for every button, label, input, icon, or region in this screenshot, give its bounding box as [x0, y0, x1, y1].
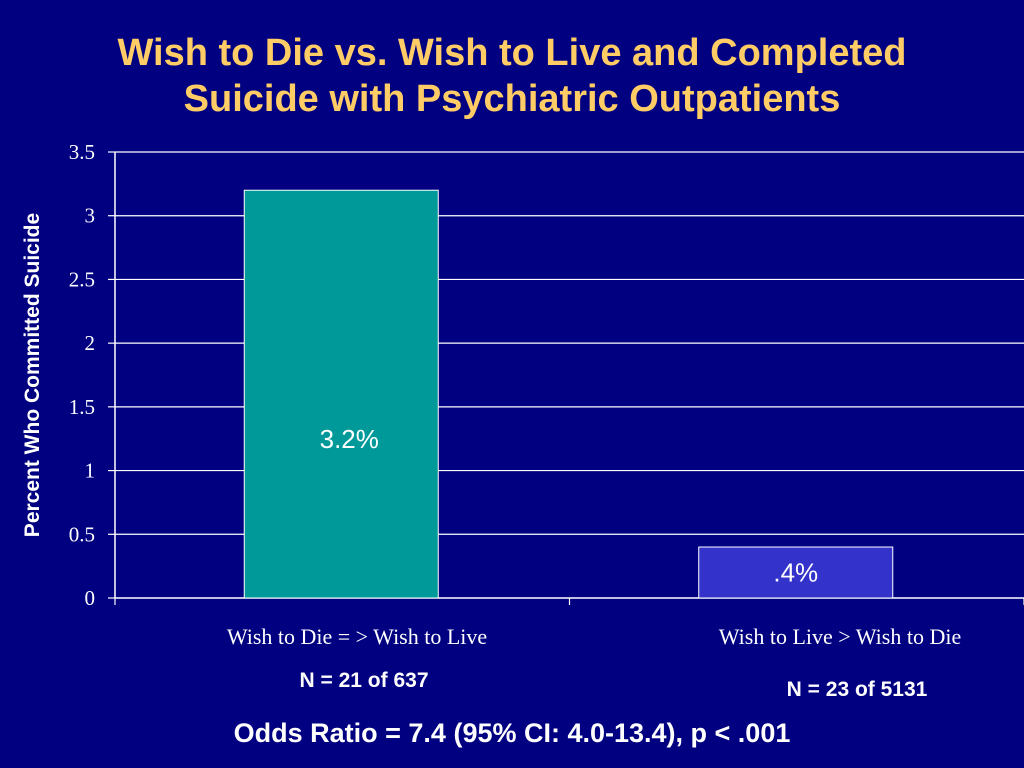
y-tick-label: 2.5: [69, 267, 95, 291]
sample-size-label-2: N = 23 of 5131: [786, 678, 928, 701]
sample-size-label-1: N = 21 of 637: [299, 669, 429, 692]
y-tick-label: 1.5: [69, 395, 95, 419]
chart-title-line-1: Wish to Die vs. Wish to Live and Complet…: [117, 32, 907, 74]
y-tick-label: 3.5: [69, 140, 95, 164]
y-tick-label: 2: [85, 331, 96, 355]
y-tick-label: 3: [85, 204, 96, 228]
y-tick-label: 0.5: [69, 522, 95, 546]
bar-data-label-2: .4%: [773, 558, 818, 588]
y-tick-label: 0: [85, 586, 96, 610]
bar-1: [243, 189, 439, 599]
chart-title-line-2: Suicide with Psychiatric Outpatients: [183, 78, 841, 120]
chart-title: Wish to Die vs. Wish to Live and Complet…: [0, 30, 1024, 122]
bar-data-label-1: 3.2%: [320, 424, 379, 454]
y-tick-label: 1: [85, 459, 96, 483]
odds-ratio-note: Odds Ratio = 7.4 (95% CI: 4.0-13.4), p <…: [233, 718, 791, 748]
bar-2: [698, 546, 894, 599]
x-category-label-2: Wish to Live > Wish to Die: [718, 624, 962, 649]
x-category-label-1: Wish to Die = > Wish to Live: [226, 624, 488, 649]
